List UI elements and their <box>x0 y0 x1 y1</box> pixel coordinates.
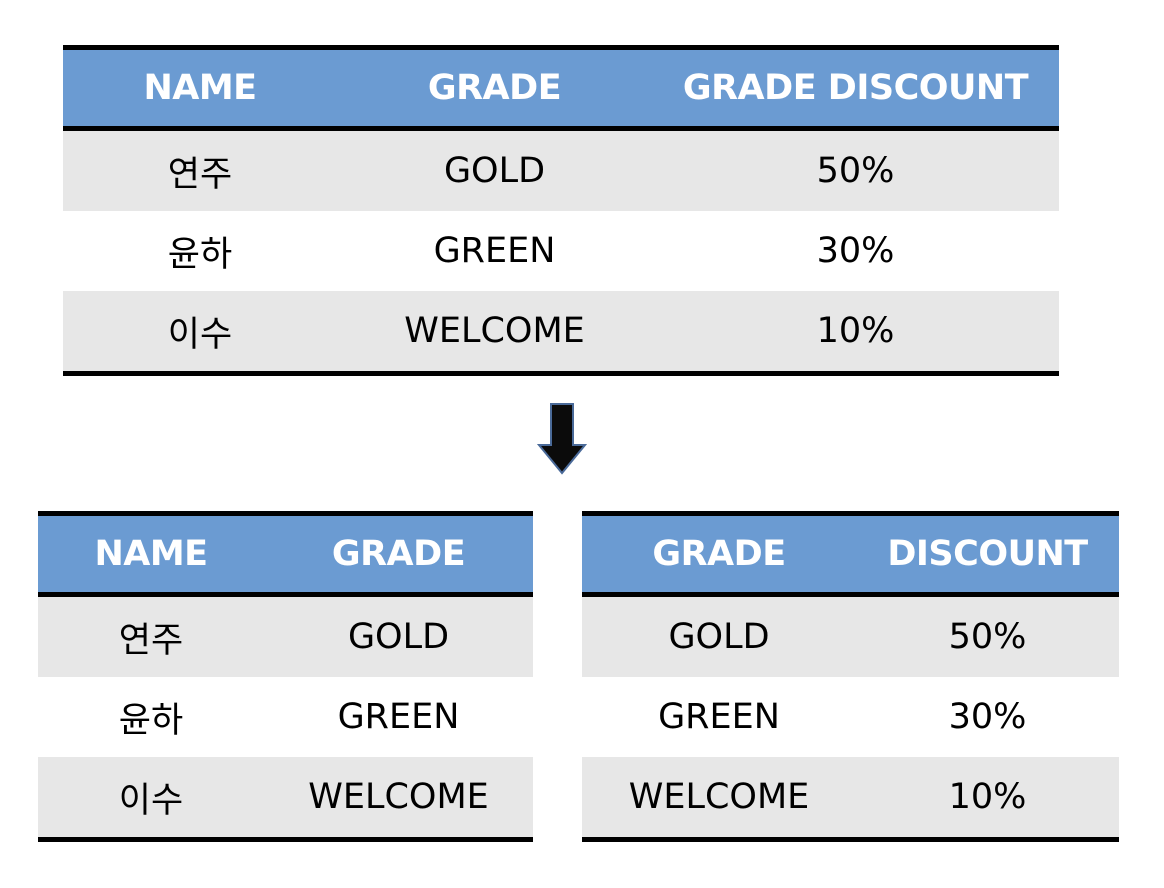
name-cell: 연주 <box>38 594 264 677</box>
header-discount: DISCOUNT <box>856 511 1119 597</box>
header-grade: GRADE <box>264 511 533 597</box>
header-name: NAME <box>38 511 264 597</box>
discount-cell: 50% <box>856 594 1119 677</box>
grade-cell: GOLD <box>264 594 533 677</box>
grade-cell: WELCOME <box>582 757 856 842</box>
name-cell: 이수 <box>38 757 264 842</box>
table-row: GOLD 50% <box>582 594 1119 677</box>
discount-cell: 50% <box>652 128 1059 211</box>
header-grade-discount: GRADE DISCOUNT <box>652 45 1059 131</box>
header-grade: GRADE <box>582 511 856 597</box>
arrow-down-icon <box>537 403 587 475</box>
discount-cell: 30% <box>652 211 1059 291</box>
table-row: 윤하 GREEN 30% <box>63 211 1059 291</box>
grade-cell: WELCOME <box>264 757 533 842</box>
header-name: NAME <box>63 45 337 131</box>
name-cell: 윤하 <box>38 677 264 757</box>
grade-discount-table: GRADE DISCOUNT GOLD 50% GREEN 30% WELCOM… <box>582 511 1119 842</box>
grade-cell: GREEN <box>582 677 856 757</box>
discount-cell: 10% <box>652 291 1059 376</box>
grade-cell: GOLD <box>337 128 652 211</box>
table-row: GREEN 30% <box>582 677 1119 757</box>
header-grade: GRADE <box>337 45 652 131</box>
table-header-row: GRADE DISCOUNT <box>582 511 1119 597</box>
name-cell: 윤하 <box>63 211 337 291</box>
grade-cell: GREEN <box>337 211 652 291</box>
name-grade-table: NAME GRADE 연주 GOLD 윤하 GREEN 이수 WELCOME <box>38 511 533 842</box>
table-row: 윤하 GREEN <box>38 677 533 757</box>
discount-cell: 10% <box>856 757 1119 842</box>
source-table: NAME GRADE GRADE DISCOUNT 연주 GOLD 50% 윤하… <box>63 45 1059 376</box>
table-header-row: NAME GRADE <box>38 511 533 597</box>
table-row: 이수 WELCOME <box>38 757 533 842</box>
table-row: WELCOME 10% <box>582 757 1119 842</box>
table-row: 연주 GOLD 50% <box>63 128 1059 211</box>
grade-cell: WELCOME <box>337 291 652 376</box>
name-cell: 이수 <box>63 291 337 376</box>
table-row: 연주 GOLD <box>38 594 533 677</box>
table-header-row: NAME GRADE GRADE DISCOUNT <box>63 45 1059 131</box>
grade-cell: GOLD <box>582 594 856 677</box>
name-cell: 연주 <box>63 128 337 211</box>
table-row: 이수 WELCOME 10% <box>63 291 1059 376</box>
discount-cell: 30% <box>856 677 1119 757</box>
grade-cell: GREEN <box>264 677 533 757</box>
